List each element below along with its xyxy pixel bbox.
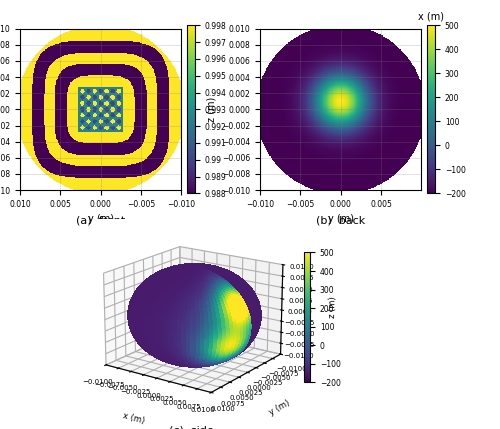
Text: (c)  side: (c) side bbox=[170, 426, 214, 429]
Y-axis label: z (m): z (m) bbox=[206, 97, 216, 122]
Text: (b)  back: (b) back bbox=[316, 216, 366, 226]
X-axis label: y (m): y (m) bbox=[328, 214, 353, 224]
Y-axis label: y (m): y (m) bbox=[268, 399, 292, 417]
Text: (a)  front: (a) front bbox=[76, 216, 126, 226]
X-axis label: y (m): y (m) bbox=[88, 214, 114, 224]
X-axis label: x (m): x (m) bbox=[122, 411, 145, 425]
Title: x (m): x (m) bbox=[418, 12, 444, 22]
